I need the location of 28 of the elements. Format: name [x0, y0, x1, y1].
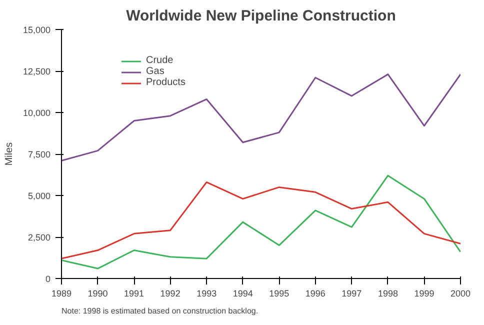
y-tick-label: 5,000 [28, 191, 51, 201]
x-tick-label: 1997 [342, 288, 362, 298]
x-tick-label: 1998 [378, 288, 398, 298]
x-tick-label: 1994 [232, 288, 253, 298]
x-tick-label: 1999 [414, 288, 434, 298]
x-tick-label: 2000 [450, 288, 471, 298]
y-tick-label: 0 [45, 274, 51, 284]
y-axis-title: Miles [4, 142, 15, 166]
x-tick-label: 1989 [51, 288, 72, 298]
legend-label: Crude [146, 55, 174, 66]
x-tick-label: 1993 [196, 288, 217, 298]
y-tick-label: 7,500 [28, 150, 51, 160]
x-tick-label: 1991 [124, 288, 144, 298]
x-tick-label: 1990 [88, 288, 108, 298]
legend-label: Gas [146, 66, 166, 77]
y-tick-label: 12,500 [22, 66, 51, 76]
line-series [62, 181, 460, 260]
y-tick-label: 15,000 [22, 25, 51, 35]
y-tick-label: 2,500 [28, 232, 51, 242]
chart-title: Worldwide New Pipeline Construction [126, 8, 396, 24]
x-tick-label: 1992 [160, 288, 180, 298]
x-tick-label: 1996 [305, 288, 326, 298]
y-tick-label: 10,000 [22, 108, 51, 118]
legend-label: Products [146, 77, 186, 88]
line-series [62, 74, 460, 162]
line-series [62, 174, 460, 270]
text: Note: 1998 is estimated based on construction backlog. [62, 306, 258, 316]
x-tick-label: 1995 [269, 288, 290, 298]
